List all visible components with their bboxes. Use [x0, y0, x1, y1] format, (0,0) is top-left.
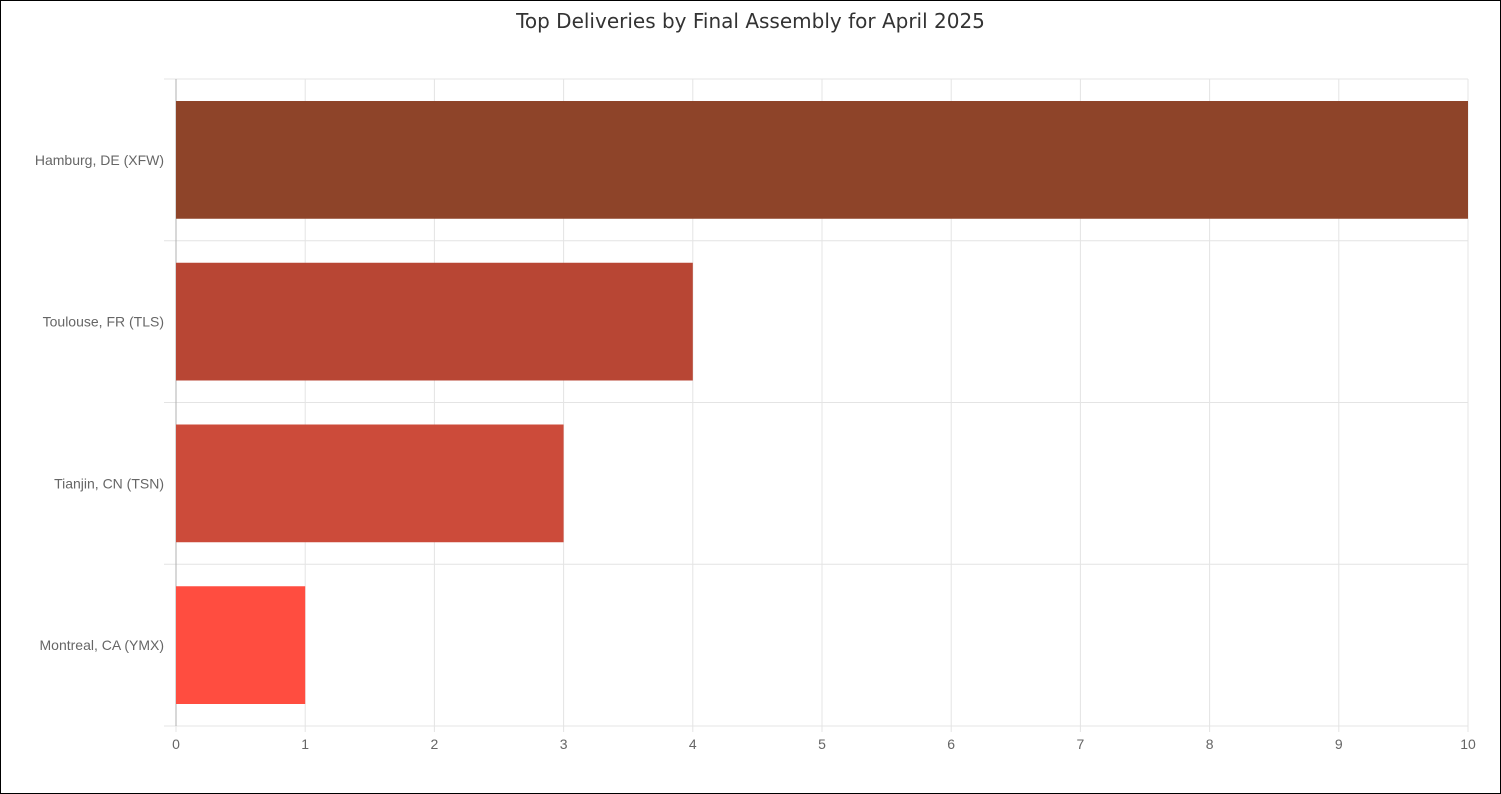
x-tick-label: 8: [1206, 736, 1214, 752]
y-tick-label: Montreal, CA (YMX): [40, 637, 164, 653]
x-tick-label: 1: [301, 736, 309, 752]
bar: [176, 101, 1468, 219]
bar: [176, 262, 693, 381]
x-tick-label: 2: [431, 736, 439, 752]
y-tick-label: Toulouse, FR (TLS): [43, 314, 164, 330]
y-tick-label: Hamburg, DE (XFW): [35, 152, 164, 168]
x-tick-label: 5: [818, 736, 826, 752]
x-tick-label: 0: [172, 736, 180, 752]
y-tick-label: Tianjin, CN (TSN): [54, 475, 164, 491]
x-tick-label: 6: [947, 736, 955, 752]
x-tick-label: 4: [689, 736, 697, 752]
x-tick-label: 9: [1335, 736, 1343, 752]
x-tick-label: 7: [1077, 736, 1085, 752]
x-tick-label: 10: [1460, 736, 1476, 752]
bar: [176, 424, 564, 543]
bar: [176, 586, 306, 704]
chart-title: Top Deliveries by Final Assembly for Apr…: [516, 9, 985, 33]
x-tick-label: 3: [560, 736, 568, 752]
